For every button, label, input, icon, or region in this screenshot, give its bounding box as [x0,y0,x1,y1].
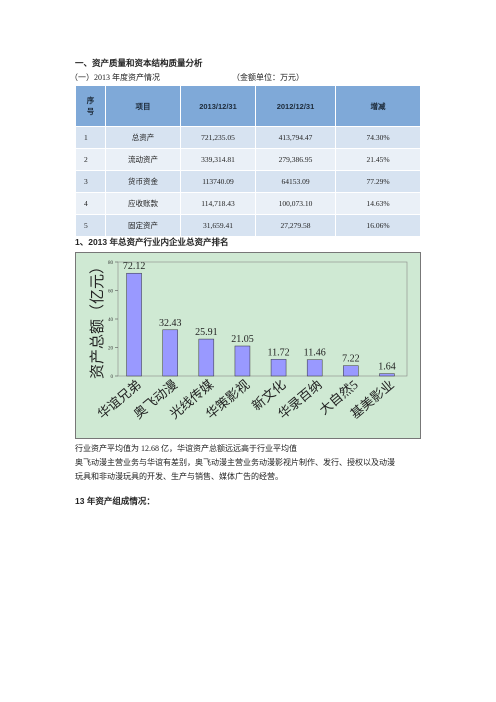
table-cell: 413,794.47 [255,126,336,149]
subheading: （一）2013 年度资产情况 [70,73,160,82]
bar [162,329,178,377]
y-tick-label: 60 [108,290,114,295]
section-title: 1、2013 年总资产行业内企业总资产排名 [75,237,229,247]
header-cell: 序号 [75,85,106,127]
table-cell: 279,386.95 [255,148,336,171]
table-cell: 总资产 [105,126,181,149]
data-label: 21.05 [231,334,254,345]
bar [306,359,323,377]
data-label: 25.91 [195,327,218,338]
asset-table: 序号 项目 2013/12/31 2012/12/31 增减 1 总资产 721,235.0… [75,85,421,237]
table-cell: 114,718.43 [180,192,256,215]
header-cell: 2012/12/31 [255,85,336,127]
data-label: 11.46 [304,348,326,359]
y-tick-label: 20 [108,347,114,352]
data-label: 32.43 [159,318,182,329]
data-label: 72.12 [123,261,146,272]
table-cell: 74.30% [335,126,421,149]
table-cell: 固定资产 [105,214,181,237]
table-cell: 货币资金 [105,170,181,193]
y-tick-label: 0 [111,375,114,380]
bar [343,365,359,377]
bar [270,359,287,377]
table-cell: 113740.09 [180,170,256,193]
y-axis-label: 资产总额（亿元） [89,259,106,379]
table-cell: 64153.09 [255,170,336,193]
paragraph: 奥飞动漫主营业务与华谊有差别，奥飞动漫主营业务动漫影视片制作、发行、授权以及动漫 [75,458,395,467]
table-cell: 21.45% [335,148,421,171]
table-cell: 5 [75,214,106,237]
table-cell: 流动资产 [105,148,181,171]
paragraph: 行业资产平均值为 12.68 亿，华谊资产总额远远高于行业平均值 [75,444,297,453]
data-label: 7.22 [342,354,360,365]
table-cell: 100,073.10 [255,192,336,215]
table-row: 1 总资产 721,235.05 413,794.47 74.30% [75,126,421,149]
table-cell: 14.63% [335,192,421,215]
data-label: 11.72 [267,347,289,358]
bar [234,345,251,377]
bar [126,272,142,377]
table-row: 5 固定资产 31,659.41 27,279.58 16.06% [75,214,421,237]
header-cell: 增减 [335,85,421,127]
table-cell: 1 [75,126,106,149]
table-cell: 721,235.05 [180,126,256,149]
header-cell: 项目 [105,85,181,127]
table-body: 1 总资产 721,235.05 413,794.47 74.30% 2 流动资产 339,3… [75,126,421,237]
table-cell: 应收账款 [105,192,181,215]
table-header: 序号 项目 2013/12/31 2012/12/31 增减 [75,85,421,127]
y-tick-label: 40 [108,318,114,323]
table-cell: 31,659.41 [180,214,256,237]
data-label: 1.64 [378,362,396,373]
bar [198,338,215,377]
y-tick-label: 80 [108,261,114,266]
table-cell: 2 [75,148,106,171]
table-cell: 16.06% [335,214,421,237]
table-row: 3 货币资金 113740.09 64153.09 77.29% [75,170,421,193]
table-cell: 77.29% [335,170,421,193]
footer-heading: 13 年资产组成情况： [75,496,155,506]
table-cell: 3 [75,170,106,193]
table-row: 2 流动资产 339,314.81 279,386.95 21.45% [75,148,421,171]
paragraph: 玩具和非动漫玩具的开发、生产与销售、媒体广告的经营。 [75,472,283,481]
table-cell: 4 [75,192,106,215]
heading: 一、资产质量和资本结构质量分析 [75,58,203,68]
table-cell: 27,279.58 [255,214,336,237]
unit-note: （金额单位：万元） [232,73,304,82]
header-cell: 2013/12/31 [180,85,256,127]
bar [379,373,395,377]
table-cell: 339,314.81 [180,148,256,171]
table-row: 4 应收账款 114,718.43 100,073.10 14.63% [75,192,421,215]
